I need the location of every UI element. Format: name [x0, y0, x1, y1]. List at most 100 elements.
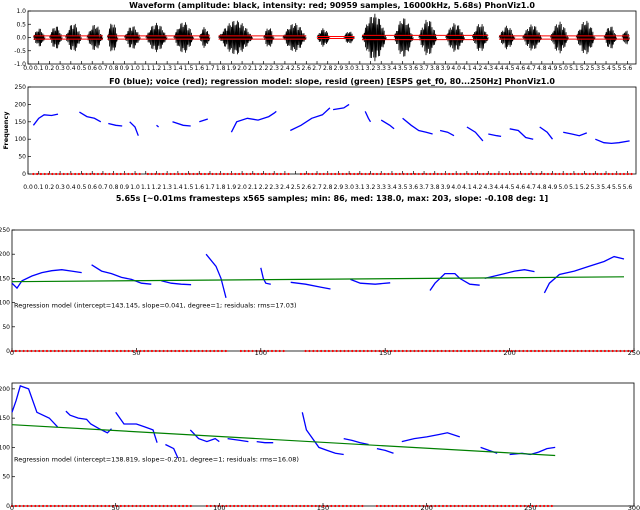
- voicing-dot: [518, 349, 521, 353]
- voicing-dot: [630, 172, 633, 176]
- voicing-dot: [306, 504, 310, 508]
- voicing-dot: [353, 504, 356, 508]
- x-tick-label: 4.2: [473, 65, 483, 72]
- x-tick-label: 4.2: [473, 184, 483, 191]
- x-tick-label: 2.1: [248, 184, 258, 191]
- voicing-dot: [189, 504, 192, 508]
- voicing-dot: [18, 504, 21, 508]
- voicing-dot: [406, 172, 409, 176]
- voicing-dot: [275, 504, 278, 508]
- x-tick-label: 3.4: [387, 65, 397, 72]
- f0-contour-segment: [332, 103, 350, 111]
- voicing-dot: [457, 504, 460, 508]
- voicing-dot: [603, 349, 607, 353]
- voicing-dot: [434, 504, 437, 508]
- voicing-dot: [543, 172, 546, 176]
- voicing-dot: [441, 504, 445, 508]
- voicing-dot: [211, 172, 214, 176]
- voicing-dot: [49, 349, 52, 353]
- x-tick-label: 0.4: [66, 65, 76, 72]
- x-tick-label: 1.9: [227, 184, 237, 191]
- voicing-dot: [14, 349, 17, 353]
- voicing-dot: [356, 172, 360, 176]
- voicing-dot: [553, 349, 556, 353]
- voicing-dot: [322, 172, 325, 176]
- voicing-dot: [596, 349, 599, 353]
- f0-contour-segment: [380, 119, 395, 130]
- voicing-dot: [626, 172, 629, 176]
- voicing-dot: [424, 349, 428, 353]
- voicing-dot: [375, 504, 379, 508]
- waveform-amplitude-segment: [498, 25, 516, 50]
- x-tick-label: 2.9: [334, 184, 344, 191]
- voicing-dot: [88, 349, 91, 353]
- voicing-dot: [581, 172, 584, 176]
- voicing-dot: [150, 504, 154, 508]
- x-tick-label: 150: [379, 349, 391, 357]
- x-tick-label: 0.7: [98, 184, 108, 191]
- voicing-dot: [542, 504, 546, 508]
- voicing-dot: [43, 172, 46, 176]
- voicing-dot: [178, 504, 181, 508]
- f0-contour-segment: [376, 447, 394, 454]
- waveform-amplitude-segment: [471, 24, 489, 51]
- voicing-dot: [169, 172, 172, 176]
- voicing-dot: [104, 349, 107, 353]
- x-tick-label: 4.9: [548, 65, 558, 72]
- axes-frame: [27, 10, 637, 65]
- x-tick-label: 0.3: [55, 65, 65, 72]
- voicing-dot: [14, 504, 17, 508]
- waveform-amplitude-segment: [621, 30, 630, 45]
- voicing-dot: [379, 504, 382, 508]
- voicing-dot: [440, 172, 443, 176]
- y-tick-label: 50: [2, 324, 10, 331]
- x-tick-label: 2.6: [302, 65, 312, 72]
- voicing-dot: [299, 504, 302, 508]
- f0-contour-segment: [199, 118, 209, 123]
- voicing-dot: [53, 504, 56, 508]
- waveform-amplitude-segment: [282, 23, 307, 52]
- voicing-dot: [181, 349, 185, 353]
- voicing-dot: [398, 172, 401, 176]
- voicing-dot: [482, 172, 485, 176]
- voicing-dot: [73, 349, 76, 353]
- voicing-dot: [483, 349, 486, 353]
- voicing-dot: [100, 504, 103, 508]
- voicing-dot: [316, 349, 319, 353]
- voicing-dot: [57, 349, 60, 353]
- voicing-dot: [351, 349, 354, 353]
- voicing-dot: [375, 172, 379, 176]
- voicing-dot: [611, 172, 614, 176]
- waveform-amplitude-segment: [65, 23, 82, 52]
- x-tick-label: 0.2: [45, 184, 55, 191]
- regression-annotation: Regression model (intercept=143.145, slo…: [14, 301, 297, 309]
- x-tick-label: 0.5: [77, 184, 87, 191]
- voicing-dot: [453, 504, 456, 508]
- f0-contour-segment: [230, 110, 277, 133]
- voicing-dot: [226, 172, 229, 176]
- voicing-dot: [421, 349, 424, 353]
- voicing-dot: [418, 504, 421, 508]
- voicing-dot: [220, 349, 224, 353]
- x-tick-label: 0.4: [66, 184, 76, 191]
- voicing-dot: [108, 172, 111, 176]
- voicing-dot: [382, 349, 385, 353]
- voicing-dot: [115, 504, 119, 508]
- voicing-dot: [268, 172, 271, 176]
- voicing-dot: [337, 504, 341, 508]
- waveform-amplitude-segment: [550, 21, 569, 54]
- x-tick-label: 1.5: [184, 65, 194, 72]
- voicing-dot: [127, 349, 130, 353]
- regression-panel-2: [10, 382, 635, 508]
- voicing-dot: [535, 172, 538, 176]
- voicing-dot: [489, 172, 493, 176]
- voicing-dot: [562, 172, 565, 176]
- voicing-dot: [478, 172, 481, 176]
- voicing-dot: [515, 504, 518, 508]
- voicing-dot: [239, 349, 242, 353]
- x-tick-label: 3.8: [430, 184, 440, 191]
- voicing-dot: [353, 172, 356, 176]
- voicing-dot: [252, 504, 255, 508]
- voicing-dot: [550, 172, 553, 176]
- voicing-dot: [469, 504, 472, 508]
